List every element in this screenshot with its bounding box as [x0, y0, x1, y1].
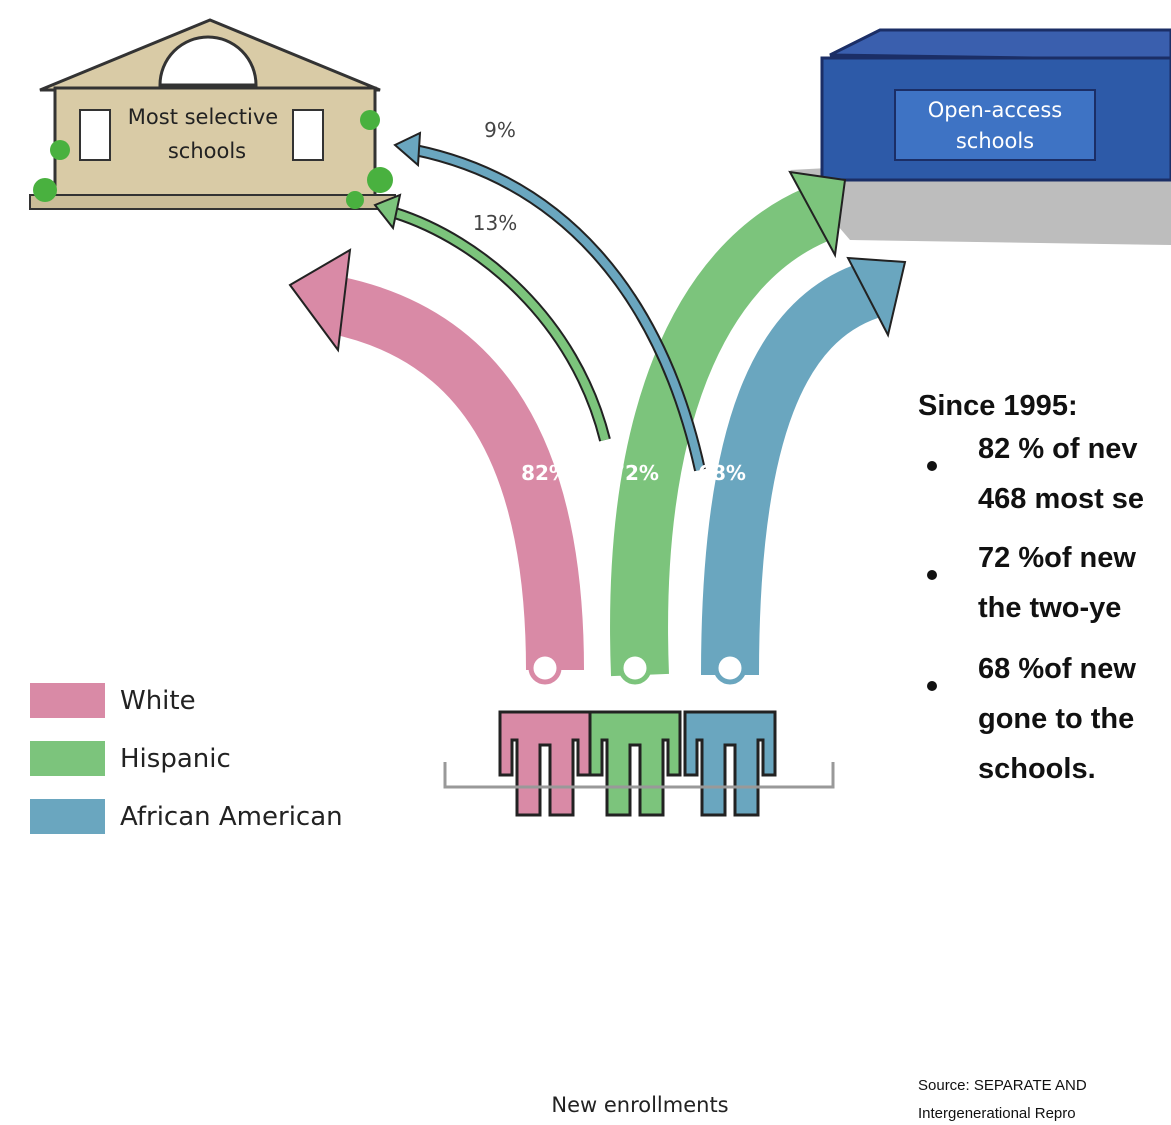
note-line: 468 most se — [978, 483, 1144, 515]
legend-label: African American — [120, 802, 343, 832]
arrow-head — [395, 133, 420, 165]
note-line: the two-ye — [978, 592, 1121, 624]
notes-heading: Since 1995: — [918, 390, 1078, 422]
legend-swatch — [30, 741, 105, 776]
person-body — [500, 712, 590, 815]
building-label: Open-access — [928, 98, 1062, 122]
flow-arrow — [730, 290, 870, 675]
note-line: schools. — [978, 753, 1096, 785]
person-body — [685, 712, 775, 815]
bullet — [927, 570, 937, 580]
note-line: 68 %of new — [978, 653, 1136, 685]
bullet — [927, 681, 937, 691]
person-head — [716, 654, 744, 682]
note-line: 82 % of nev — [978, 433, 1138, 465]
note-line: gone to the — [978, 703, 1134, 735]
building-label: schools — [168, 139, 246, 163]
person-head — [531, 654, 559, 682]
page: Most selective schools Open-access schoo… — [0, 0, 1171, 1125]
legend-swatch — [30, 683, 105, 718]
percent-label: 68% — [698, 461, 746, 485]
percent-label: 13% — [473, 211, 517, 235]
note-line: 72 %of new — [978, 542, 1136, 574]
person-body — [590, 712, 680, 815]
bullet — [927, 461, 937, 471]
building-label: schools — [956, 129, 1034, 153]
percent-label: 72% — [611, 461, 659, 485]
legend-swatch — [30, 799, 105, 834]
legend-label: Hispanic — [120, 744, 231, 774]
footer: New enrollments — [551, 1093, 728, 1117]
building-label: Most selective — [128, 105, 278, 129]
legend-label: White — [120, 686, 196, 716]
percent-label: 9% — [484, 118, 516, 142]
flow-arrow — [335, 305, 555, 670]
percent-label: 82% — [521, 461, 569, 485]
source: Intergenerational Repro — [918, 1105, 1076, 1122]
source: Source: SEPARATE AND — [918, 1077, 1087, 1094]
person-head — [621, 654, 649, 682]
